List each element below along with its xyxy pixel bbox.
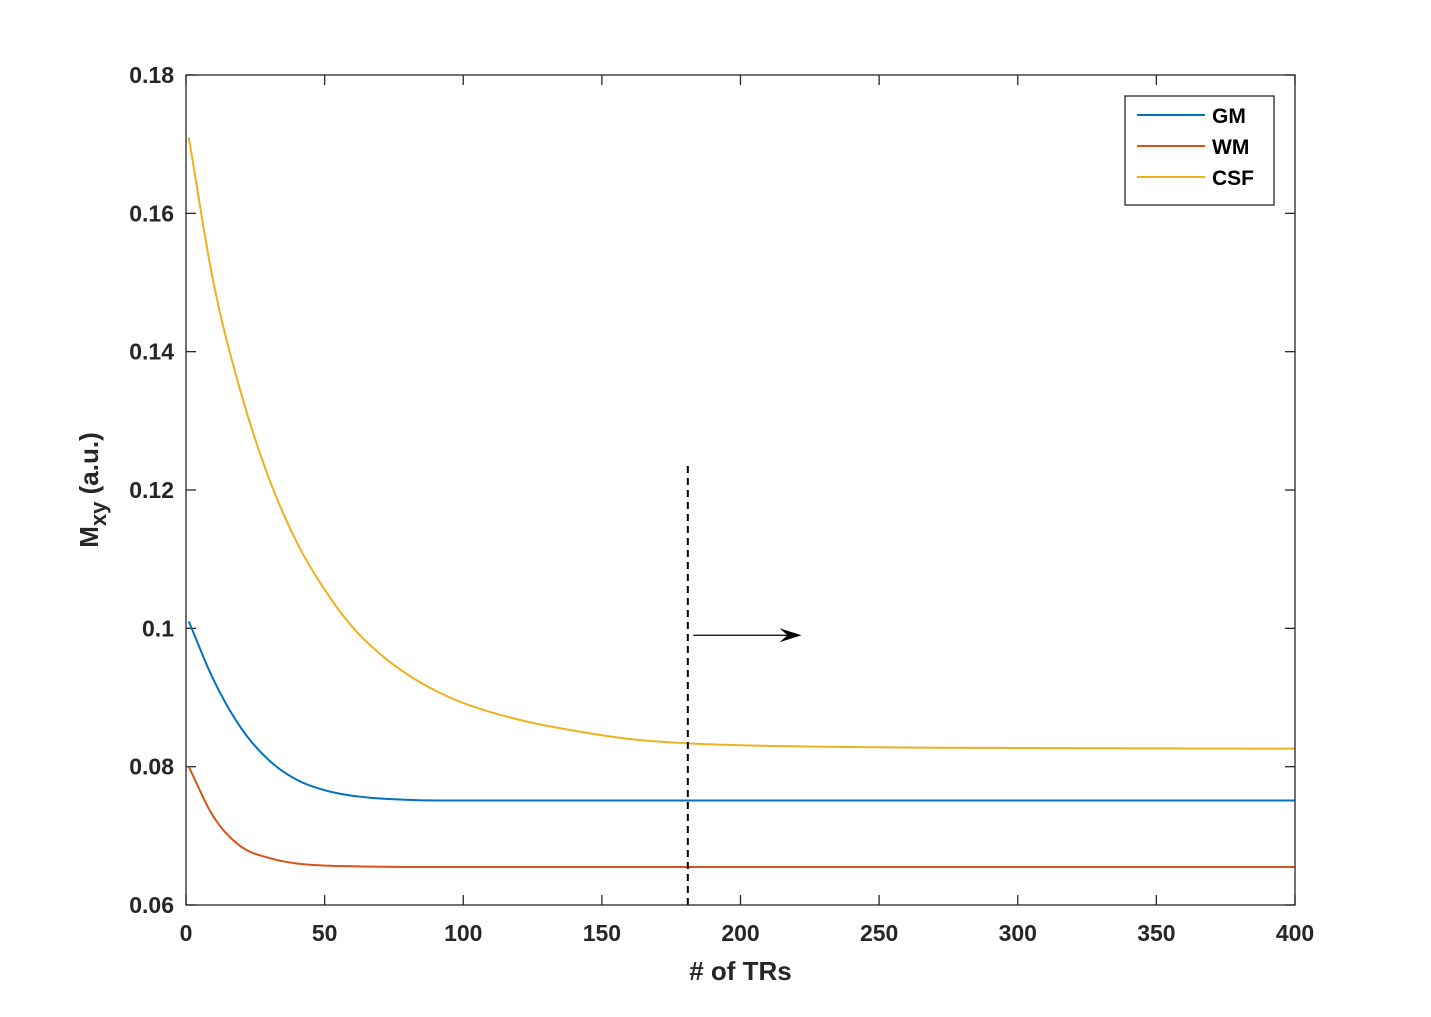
series-line-csf <box>187 137 1295 750</box>
y-axis-title-units: (a.u.) <box>74 432 104 501</box>
x-axis-title: # of TRs <box>689 956 792 986</box>
y-tick-label: 0.16 <box>129 200 174 226</box>
legend-label-wm: WM <box>1212 136 1249 159</box>
x-tick-label: 150 <box>583 920 621 946</box>
x-tick-label: 250 <box>860 920 898 946</box>
plot-area-frame <box>185 74 1296 906</box>
series-line-wm <box>187 766 1295 868</box>
y-tick-label: 0.08 <box>129 754 174 780</box>
x-tick-label: 350 <box>1137 920 1175 946</box>
y-tick-label: 0.06 <box>129 892 174 918</box>
y-tick-labels: 0.06 0.08 0.1 0.12 0.14 0.16 0.18 <box>129 62 174 918</box>
y-tick-label: 0.18 <box>129 62 174 88</box>
x-tick-label: 400 <box>1276 920 1314 946</box>
legend-label-csf: CSF <box>1212 167 1254 190</box>
legend-label-gm: GM <box>1212 105 1246 128</box>
y-tick-label: 0.12 <box>129 477 174 503</box>
legend: GM WM CSF <box>1124 95 1275 206</box>
x-tick-label: 200 <box>721 920 759 946</box>
y-tick-label: 0.14 <box>129 339 174 365</box>
x-tick-label: 0 <box>180 920 193 946</box>
x-tick-label: 50 <box>312 920 338 946</box>
y-axis-title-subscript: xy <box>86 501 111 526</box>
series-layer <box>187 137 1295 868</box>
x-tick-label: 300 <box>999 920 1037 946</box>
annotation-layer <box>686 465 802 905</box>
series-line-gm <box>187 621 1295 802</box>
plot-area-background <box>186 75 1295 905</box>
arrow-head <box>779 628 802 643</box>
x-tick-labels: 0 50 100 150 200 250 300 350 400 <box>180 920 1315 946</box>
y-tick-label: 0.1 <box>142 615 174 641</box>
y-axis-title: Mxy (a.u.) <box>74 432 111 548</box>
y-axis-title-main: M <box>74 526 104 548</box>
x-tick-label: 100 <box>444 920 482 946</box>
